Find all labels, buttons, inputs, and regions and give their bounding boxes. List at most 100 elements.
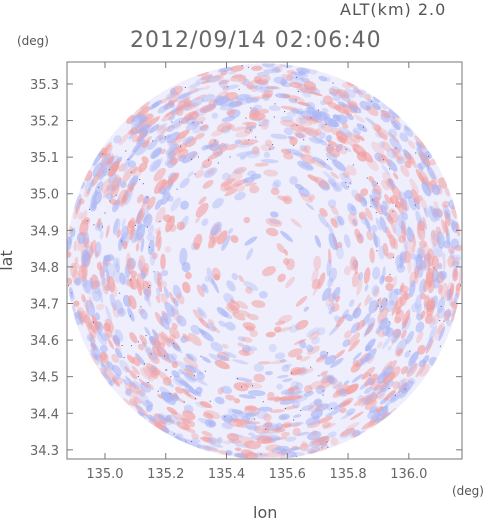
heatmap-cell	[293, 131, 306, 139]
heatmap-point	[393, 256, 394, 258]
heatmap-cell	[229, 298, 236, 304]
heatmap-cell	[365, 117, 376, 126]
heatmap-cell	[337, 215, 345, 226]
heatmap-cell	[293, 82, 310, 88]
heatmap-cell	[374, 124, 382, 132]
heatmap-cell	[280, 423, 293, 429]
heatmap-point	[149, 246, 151, 248]
heatmap-cell	[131, 166, 138, 174]
heatmap-cell	[351, 373, 363, 383]
heatmap-cell	[312, 136, 324, 143]
heatmap-cell	[405, 226, 415, 243]
heatmap-cell	[270, 211, 279, 218]
heatmap-cell	[154, 133, 165, 143]
heatmap-cell	[346, 384, 359, 395]
heatmap-point	[321, 447, 323, 449]
heatmap-cell	[129, 181, 136, 191]
axis-ticks: 135.0 135.2 135.4 135.6 135.8 136.0 34.3 34.4 34…	[30, 62, 462, 482]
heatmap-point	[318, 375, 320, 377]
heatmap-cell	[159, 386, 170, 396]
heatmap-point	[395, 147, 397, 149]
heatmap-point	[153, 271, 155, 273]
heatmap-cell	[166, 125, 175, 133]
x-tick-label: 135.8	[329, 467, 366, 482]
heatmap-cell	[133, 396, 142, 404]
heatmap-cell	[212, 197, 224, 209]
heatmap-cell	[269, 409, 285, 413]
heatmap-cell	[416, 247, 424, 261]
heatmap-cell	[311, 336, 320, 345]
heatmap-cell	[364, 338, 376, 352]
heatmap-cell	[380, 179, 390, 191]
heatmap-cell	[329, 91, 338, 97]
heatmap-cell	[352, 87, 360, 94]
y-tick-label: 34.4	[30, 407, 59, 422]
heatmap-cell	[270, 133, 288, 140]
heatmap-cell	[121, 188, 131, 203]
heatmap-cell	[265, 217, 283, 227]
heatmap-cell	[248, 432, 255, 436]
heatmap-point	[322, 390, 324, 392]
heatmap-cell	[378, 393, 386, 400]
heatmap-cell	[345, 113, 354, 121]
heatmap-cell	[227, 124, 235, 130]
heatmap-cell	[404, 350, 411, 358]
heatmap-cell	[369, 405, 378, 414]
heatmap-cell	[140, 381, 152, 393]
heatmap-cell	[371, 141, 384, 155]
heatmap-cell	[211, 278, 220, 294]
heatmap-cell	[262, 119, 269, 123]
heatmap-cell	[116, 257, 121, 273]
heatmap-cell	[180, 116, 190, 125]
heatmap-cell	[214, 396, 225, 405]
heatmap-point	[259, 124, 261, 126]
heatmap-cell	[77, 237, 81, 252]
heatmap-cell	[352, 429, 361, 438]
heatmap-cell	[131, 365, 140, 376]
heatmap-cell	[280, 230, 293, 243]
heatmap-cell	[438, 177, 448, 189]
heatmap-point	[252, 385, 253, 387]
heatmap-cell	[164, 110, 174, 117]
heatmap-cell	[256, 435, 273, 444]
heatmap-cell	[412, 233, 416, 248]
heatmap-point	[131, 345, 132, 347]
heatmap-cell	[238, 310, 251, 317]
heatmap-cell	[336, 241, 343, 249]
heatmap-cell	[127, 129, 133, 135]
heatmap-cell	[112, 334, 121, 345]
heatmap-cell	[179, 247, 188, 266]
heatmap-cell	[452, 256, 460, 265]
heatmap-cell	[121, 218, 126, 228]
heatmap-cell	[289, 385, 299, 392]
heatmap-cell	[114, 347, 123, 359]
heatmap-cell	[187, 171, 195, 178]
heatmap-cell	[247, 84, 259, 89]
heatmap-cell	[421, 225, 426, 234]
heatmap-cell	[364, 348, 377, 362]
heatmap-cell	[232, 418, 251, 425]
heatmap-cell	[372, 96, 381, 103]
heatmap-cell	[395, 338, 408, 355]
heatmap-cell	[447, 255, 456, 268]
heatmap-cell	[185, 120, 200, 131]
heatmap-cell	[295, 132, 305, 139]
heatmap-cell	[140, 238, 145, 253]
heatmap-cell	[263, 413, 272, 422]
heatmap-cell	[131, 134, 139, 143]
heatmap-cell	[175, 386, 184, 394]
heatmap-cell	[201, 356, 211, 363]
heatmap-point	[71, 292, 73, 294]
heatmap-cell	[335, 244, 344, 260]
y-tick-label: 35.3	[30, 78, 59, 93]
heatmap-point	[327, 352, 329, 354]
heatmap-point	[108, 169, 110, 171]
heatmap-point	[300, 410, 302, 411]
heatmap-cell	[145, 399, 154, 407]
heatmap-cell	[346, 131, 361, 143]
heatmap-cell	[195, 202, 209, 218]
heatmap-cell	[175, 92, 190, 103]
heatmap-cell	[339, 407, 347, 414]
heatmap-cell	[379, 297, 388, 313]
heatmap-cell	[433, 207, 439, 218]
